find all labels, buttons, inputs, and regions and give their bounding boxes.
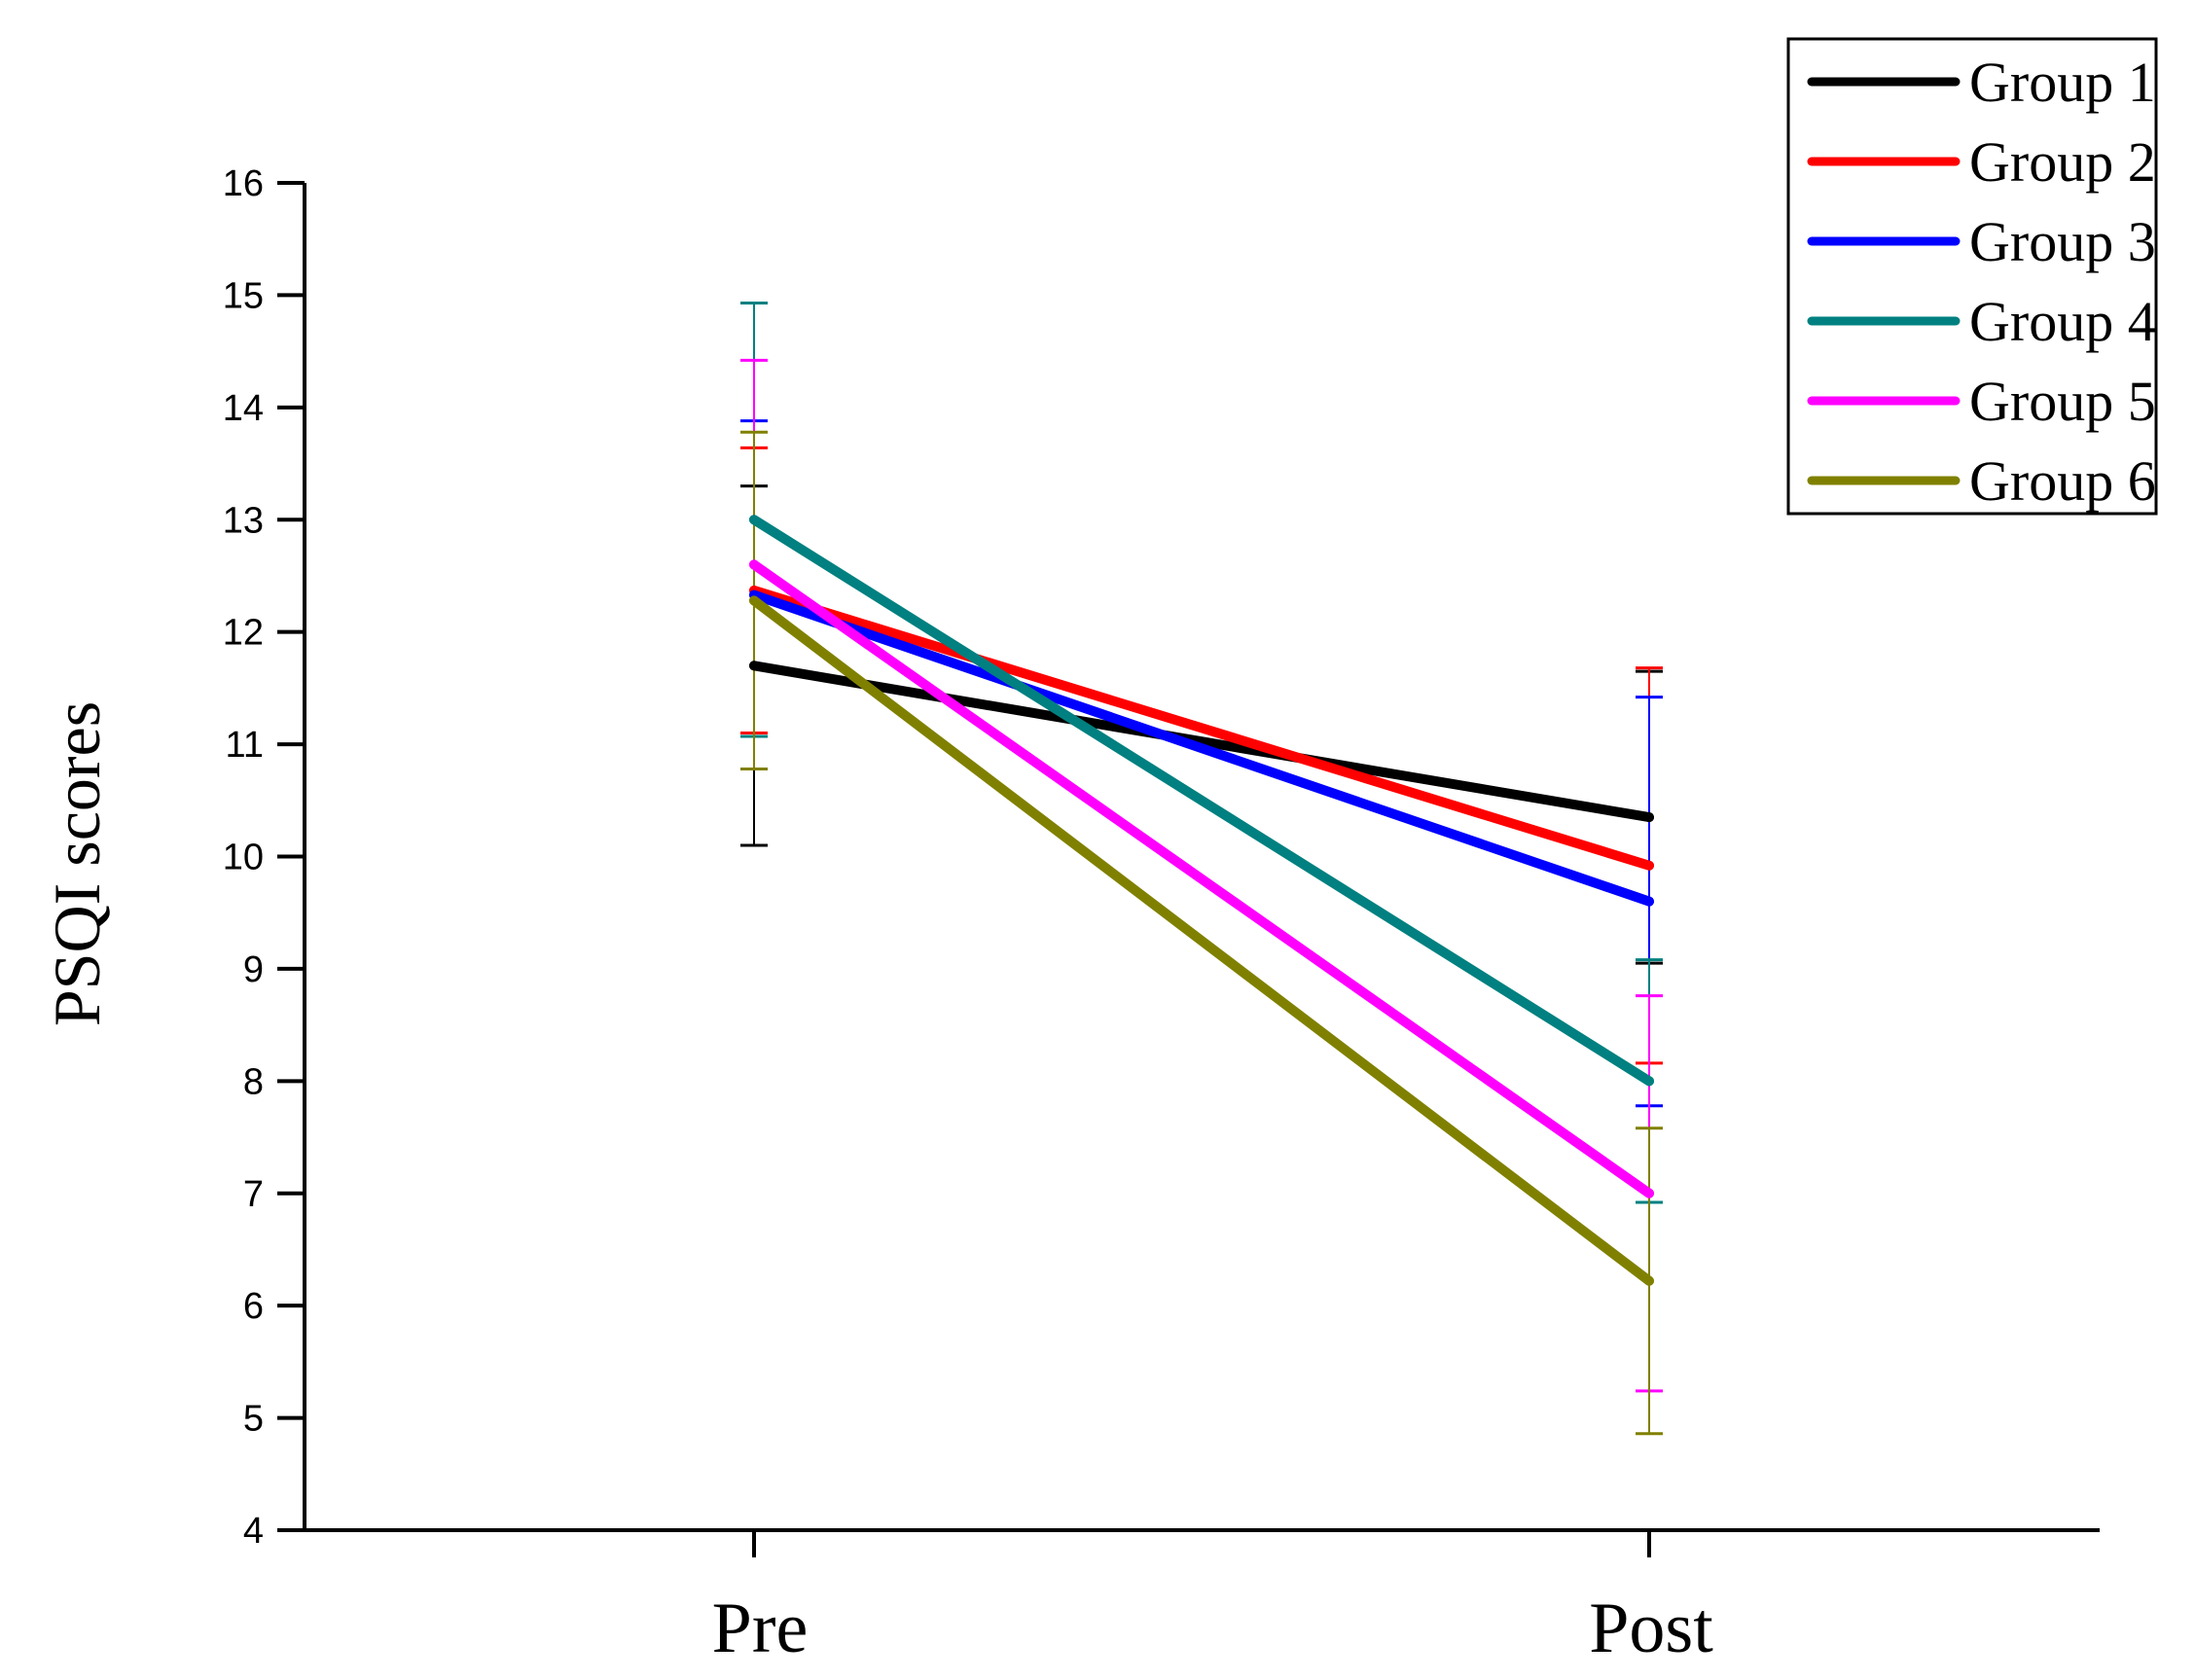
y-axis-title: PSQI scores <box>40 701 114 1026</box>
legend-box <box>1786 37 2158 516</box>
data-point <box>1644 812 1654 823</box>
x-axis-ticks: Pre Post <box>712 1530 1713 1668</box>
legend-label: Group 3 <box>1969 210 2156 273</box>
y-tick-label: 14 <box>223 388 264 429</box>
series-line-group-5 <box>749 559 1654 1198</box>
legend-label: Group 4 <box>1969 290 2156 353</box>
series-lines <box>749 515 1654 1286</box>
y-tick-label: 6 <box>243 1286 264 1327</box>
data-point <box>749 559 759 570</box>
legend-label: Group 2 <box>1969 130 2156 194</box>
y-tick-label: 15 <box>223 275 264 316</box>
data-point <box>1644 896 1654 907</box>
x-tick-label: Post <box>1589 1589 1713 1668</box>
series-line-group-6 <box>749 595 1654 1286</box>
data-point <box>749 595 759 606</box>
y-tick-label: 12 <box>223 613 264 654</box>
data-point <box>749 661 759 671</box>
legend-label: Group 6 <box>1969 449 2156 513</box>
series-line-group-4 <box>749 515 1654 1087</box>
y-tick-label: 13 <box>223 500 264 541</box>
y-tick-label: 8 <box>243 1061 264 1102</box>
x-tick-label: Pre <box>712 1589 809 1668</box>
data-point <box>1644 1188 1654 1198</box>
y-tick-label: 4 <box>243 1511 264 1552</box>
data-point <box>1644 860 1654 871</box>
y-tick-label: 5 <box>243 1399 264 1440</box>
y-tick-label: 7 <box>243 1174 264 1215</box>
data-point <box>1644 1076 1654 1087</box>
series-line-group-2 <box>749 585 1654 871</box>
legend: Group 1 Group 2 Group 3 Group 4 Group 5 Group… <box>1786 37 2158 516</box>
legend-label: Group 5 <box>1969 370 2156 433</box>
y-axis-ticks: 4 5 6 7 8 9 10 11 12 13 14 15 16 <box>223 163 305 1552</box>
error-bars <box>740 301 1663 1436</box>
y-tick-label: 9 <box>243 949 264 990</box>
series-line-group-1 <box>749 661 1654 823</box>
data-point <box>749 515 759 525</box>
y-tick-label: 16 <box>223 163 264 204</box>
y-tick-label: 11 <box>226 725 264 766</box>
data-point <box>1644 1275 1654 1286</box>
y-tick-label: 10 <box>223 838 264 878</box>
series-line-group-3 <box>749 590 1654 907</box>
legend-label: Group 1 <box>1969 51 2156 114</box>
